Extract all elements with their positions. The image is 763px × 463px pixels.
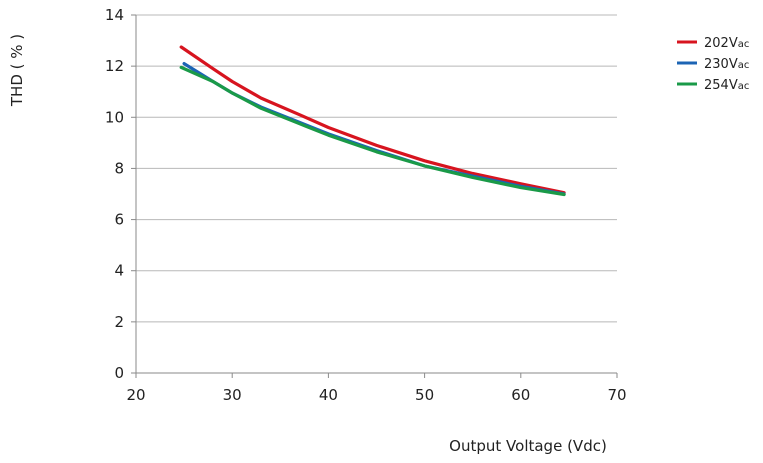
legend-item: 230Vac bbox=[677, 57, 749, 72]
legend-label: 230Vac bbox=[704, 57, 749, 72]
x-axis-label: Output Voltage (Vdc) bbox=[449, 437, 607, 455]
y-axis-label: THD ( % ) bbox=[8, 34, 26, 107]
grid-lines bbox=[136, 14, 617, 374]
y-tick-label: 4 bbox=[114, 262, 124, 280]
x-tick-label: 40 bbox=[319, 386, 338, 404]
legend-label: 202Vac bbox=[704, 36, 749, 51]
x-tick-label: 60 bbox=[511, 386, 530, 404]
legend-item: 254Vac bbox=[677, 78, 749, 93]
legend-item: 202Vac bbox=[677, 36, 749, 51]
series-line-202v bbox=[179, 45, 566, 195]
legend-label: 254Vac bbox=[704, 78, 749, 93]
y-tick-label: 14 bbox=[105, 6, 124, 24]
x-tick-label: 50 bbox=[415, 386, 434, 404]
y-tick-label: 10 bbox=[105, 108, 124, 126]
y-tick-label: 2 bbox=[114, 313, 124, 331]
series-lines bbox=[179, 45, 566, 197]
x-tick-label: 20 bbox=[126, 386, 145, 404]
y-tick-label: 0 bbox=[114, 364, 124, 382]
tick-labels: 0 2 4 6 8 10 12 14 20 30 40 50 60 70 bbox=[105, 6, 627, 404]
legend: 202Vac 230Vac 254Vac bbox=[677, 36, 749, 93]
y-tick-label: 12 bbox=[105, 57, 124, 75]
y-tick-label: 8 bbox=[114, 159, 124, 177]
y-tick-label: 6 bbox=[114, 211, 124, 229]
series-line-230v bbox=[182, 62, 566, 196]
series-line-254v bbox=[179, 65, 566, 197]
x-tick-label: 30 bbox=[223, 386, 242, 404]
axes bbox=[131, 14, 618, 378]
x-tick-label: 70 bbox=[607, 386, 626, 404]
